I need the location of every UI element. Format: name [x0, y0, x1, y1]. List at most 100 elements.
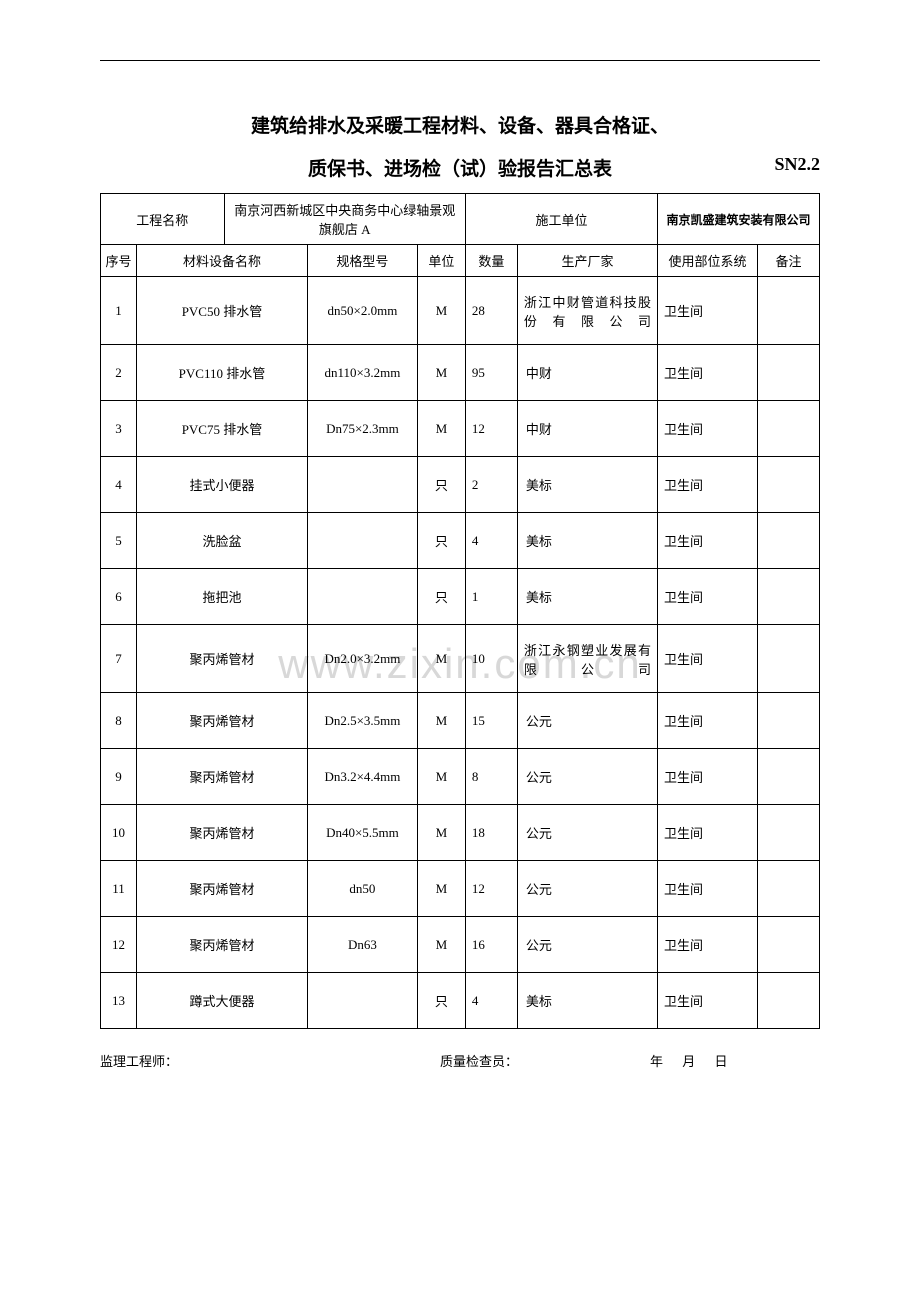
cell-note: [758, 973, 820, 1029]
cell-name: 聚丙烯管材: [137, 625, 308, 693]
cell-note: [758, 345, 820, 401]
cell-spec: Dn75×2.3mm: [307, 401, 417, 457]
cell-name: PVC50 排水管: [137, 277, 308, 345]
cell-name: PVC75 排水管: [137, 401, 308, 457]
cell-note: [758, 749, 820, 805]
cell-qty: 15: [465, 693, 517, 749]
cell-loc: 卫生间: [658, 973, 758, 1029]
cell-name: 挂式小便器: [137, 457, 308, 513]
cell-note: [758, 457, 820, 513]
cell-note: [758, 917, 820, 973]
cell-mfr: 美标: [517, 973, 657, 1029]
cell-qty: 1: [465, 569, 517, 625]
main-table: 工程名称 南京河西新城区中央商务中心绿轴景观旗舰店 A 施工单位 南京凯盛建筑安…: [100, 193, 820, 1029]
cell-seq: 3: [101, 401, 137, 457]
cell-name: 聚丙烯管材: [137, 749, 308, 805]
cell-name: 洗脸盆: [137, 513, 308, 569]
cell-unit: 只: [417, 973, 465, 1029]
cell-seq: 4: [101, 457, 137, 513]
cell-seq: 1: [101, 277, 137, 345]
table-row: 9聚丙烯管材Dn3.2×4.4mmM8公元卫生间: [101, 749, 820, 805]
cell-spec: Dn2.0×3.2mm: [307, 625, 417, 693]
cell-spec: Dn40×5.5mm: [307, 805, 417, 861]
col-name: 材料设备名称: [137, 245, 308, 277]
cell-qty: 12: [465, 401, 517, 457]
cell-note: [758, 569, 820, 625]
cell-qty: 16: [465, 917, 517, 973]
col-mfr: 生产厂家: [517, 245, 657, 277]
table-row: 6拖把池只1美标卫生间: [101, 569, 820, 625]
cell-mfr: 美标: [517, 513, 657, 569]
table-row: 5洗脸盆只4美标卫生间: [101, 513, 820, 569]
table-row: 13蹲式大便器只4美标卫生间: [101, 973, 820, 1029]
cell-unit: 只: [417, 513, 465, 569]
cell-mfr: 美标: [517, 569, 657, 625]
title-line-2: 质保书、进场检（试）验报告汇总表: [308, 154, 612, 181]
footer-supervisor: 监理工程师：: [100, 1051, 440, 1070]
cell-name: 聚丙烯管材: [137, 693, 308, 749]
cell-spec: dn50×2.0mm: [307, 277, 417, 345]
cell-unit: M: [417, 401, 465, 457]
cell-mfr: 公元: [517, 805, 657, 861]
cell-mfr: 公元: [517, 749, 657, 805]
table-row: 11聚丙烯管材dn50M12公元卫生间: [101, 861, 820, 917]
cell-unit: M: [417, 693, 465, 749]
cell-mfr: 浙江永钢塑业发展有限公司: [517, 625, 657, 693]
col-spec: 规格型号: [307, 245, 417, 277]
cell-mfr: 中财: [517, 345, 657, 401]
table-row: 4挂式小便器只2美标卫生间: [101, 457, 820, 513]
cell-unit: 只: [417, 569, 465, 625]
cell-note: [758, 625, 820, 693]
cell-loc: 卫生间: [658, 805, 758, 861]
cell-qty: 10: [465, 625, 517, 693]
col-seq: 序号: [101, 245, 137, 277]
cell-loc: 卫生间: [658, 513, 758, 569]
cell-loc: 卫生间: [658, 749, 758, 805]
cell-qty: 8: [465, 749, 517, 805]
cell-note: [758, 513, 820, 569]
form-code: SN2.2: [774, 154, 820, 175]
col-note: 备注: [758, 245, 820, 277]
cell-seq: 9: [101, 749, 137, 805]
cell-unit: M: [417, 277, 465, 345]
cell-seq: 7: [101, 625, 137, 693]
cell-mfr: 美标: [517, 457, 657, 513]
cell-loc: 卫生间: [658, 917, 758, 973]
cell-name: 聚丙烯管材: [137, 805, 308, 861]
cell-seq: 8: [101, 693, 137, 749]
col-loc: 使用部位系统: [658, 245, 758, 277]
cell-loc: 卫生间: [658, 345, 758, 401]
cell-loc: 卫生间: [658, 861, 758, 917]
cell-qty: 95: [465, 345, 517, 401]
cell-name: 蹲式大便器: [137, 973, 308, 1029]
cell-name: 聚丙烯管材: [137, 917, 308, 973]
footer-inspector: 质量检查员：: [440, 1051, 650, 1070]
cell-qty: 2: [465, 457, 517, 513]
cell-seq: 2: [101, 345, 137, 401]
cell-unit: M: [417, 861, 465, 917]
cell-spec: dn110×3.2mm: [307, 345, 417, 401]
cell-loc: 卫生间: [658, 277, 758, 345]
cell-loc: 卫生间: [658, 457, 758, 513]
column-header-row: 序号 材料设备名称 规格型号 单位 数量 生产厂家 使用部位系统 备注: [101, 245, 820, 277]
col-unit: 单位: [417, 245, 465, 277]
cell-name: PVC110 排水管: [137, 345, 308, 401]
project-header-row: 工程名称 南京河西新城区中央商务中心绿轴景观旗舰店 A 施工单位 南京凯盛建筑安…: [101, 194, 820, 245]
contractor-label: 施工单位: [465, 194, 657, 245]
cell-spec: [307, 457, 417, 513]
title-line-2-wrap: 质保书、进场检（试）验报告汇总表 SN2.2: [100, 154, 820, 181]
document-content: 建筑给排水及采暖工程材料、设备、器具合格证、 质保书、进场检（试）验报告汇总表 …: [100, 60, 820, 1070]
cell-mfr: 公元: [517, 693, 657, 749]
project-name: 南京河西新城区中央商务中心绿轴景观旗舰店 A: [224, 194, 465, 245]
cell-spec: [307, 973, 417, 1029]
cell-qty: 28: [465, 277, 517, 345]
top-divider: [100, 60, 820, 61]
cell-spec: Dn3.2×4.4mm: [307, 749, 417, 805]
cell-spec: dn50: [307, 861, 417, 917]
cell-mfr: 浙江中财管道科技股份有限公司: [517, 277, 657, 345]
cell-spec: [307, 513, 417, 569]
cell-loc: 卫生间: [658, 569, 758, 625]
cell-note: [758, 693, 820, 749]
cell-spec: Dn2.5×3.5mm: [307, 693, 417, 749]
table-row: 3PVC75 排水管Dn75×2.3mmM12中财卫生间: [101, 401, 820, 457]
